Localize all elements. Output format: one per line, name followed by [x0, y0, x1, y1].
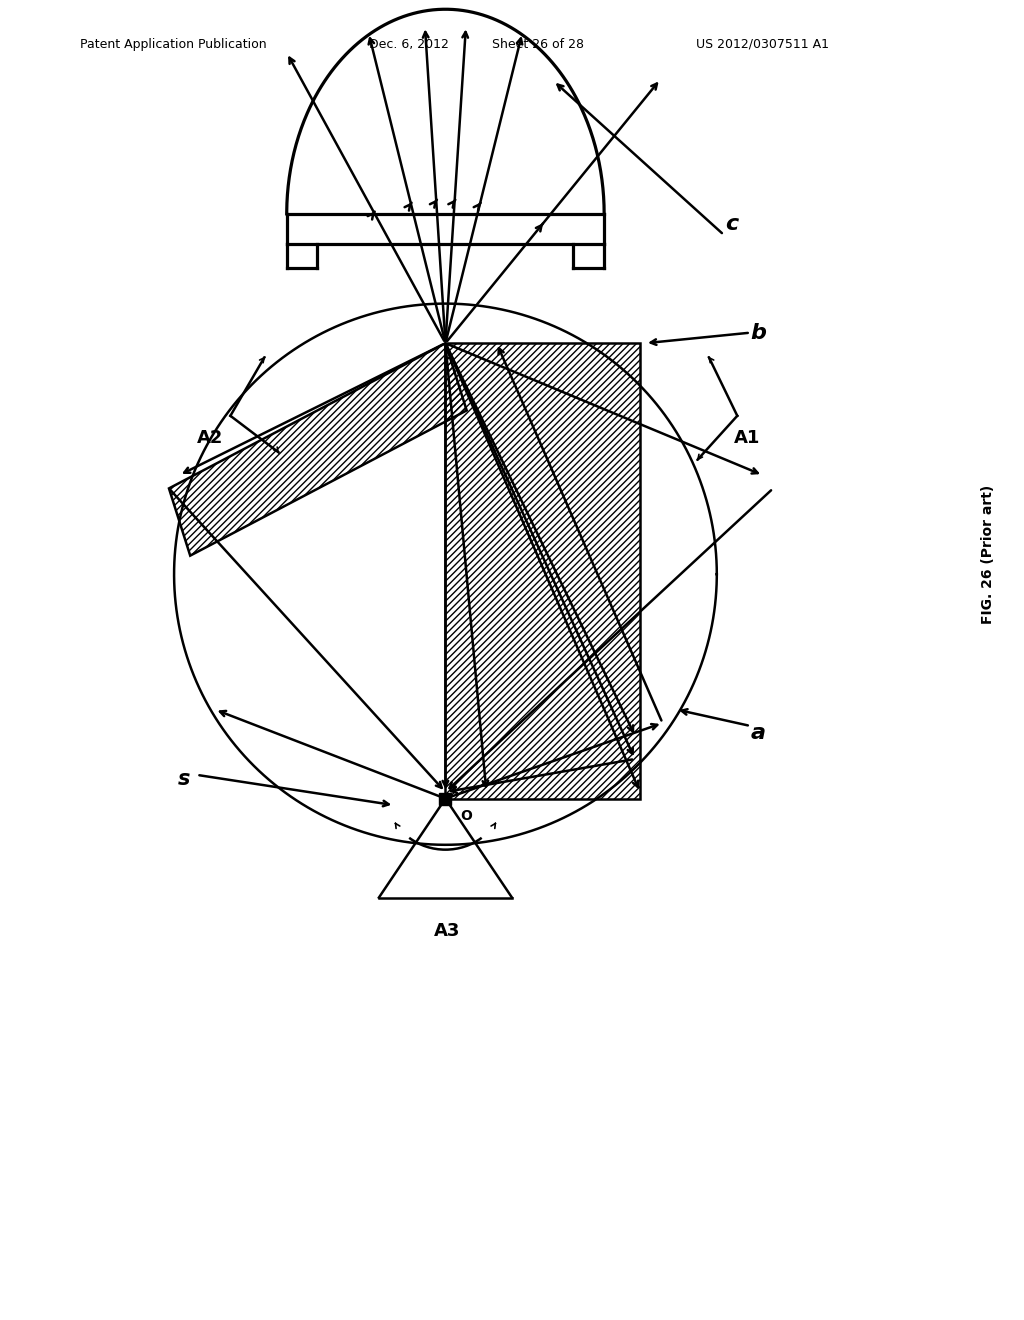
- Text: A2: A2: [197, 429, 223, 447]
- Text: US 2012/0307511 A1: US 2012/0307511 A1: [696, 37, 829, 50]
- Text: b: b: [750, 322, 766, 343]
- Text: O: O: [460, 809, 472, 824]
- Text: s: s: [178, 768, 190, 789]
- Text: A3: A3: [434, 921, 461, 940]
- Text: Dec. 6, 2012: Dec. 6, 2012: [369, 37, 449, 50]
- Text: FIG. 26 (Prior art): FIG. 26 (Prior art): [981, 484, 995, 624]
- Text: c: c: [726, 214, 738, 235]
- Text: Patent Application Publication: Patent Application Publication: [80, 37, 266, 50]
- Bar: [445, 343, 640, 799]
- Text: a: a: [751, 722, 765, 743]
- Text: Sheet 26 of 28: Sheet 26 of 28: [492, 37, 584, 50]
- Text: A1: A1: [734, 429, 761, 447]
